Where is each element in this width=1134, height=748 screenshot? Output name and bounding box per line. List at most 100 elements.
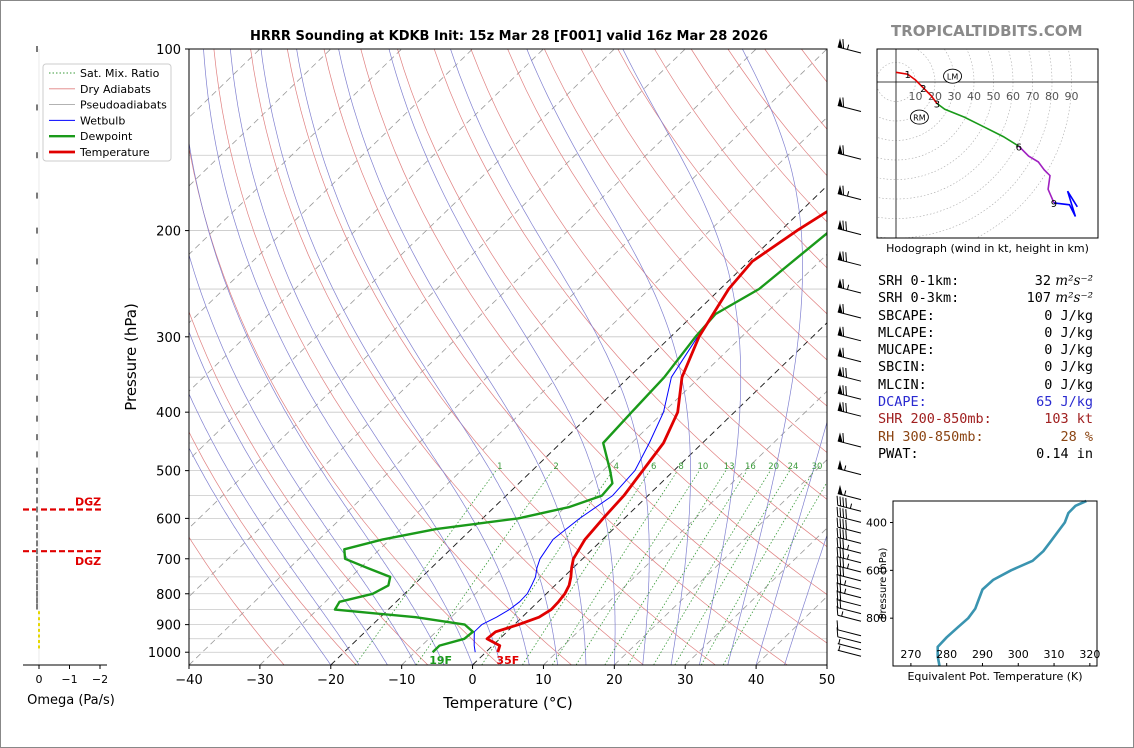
barb-full <box>845 530 847 540</box>
x-tick-label: 30 <box>677 673 694 688</box>
omega-bar <box>36 548 38 555</box>
barb-full <box>845 402 847 413</box>
mix-ratio-label: 24 <box>788 462 799 472</box>
zero-isotherm <box>472 322 827 665</box>
barb-half <box>838 645 841 651</box>
omega-bar <box>36 577 38 584</box>
parameter-label: PWAT: <box>878 445 919 462</box>
x-tick-label: −20 <box>317 673 344 688</box>
parameter-label: SHR 200-850mb: <box>878 411 992 428</box>
y-tick-label: 200 <box>156 225 181 240</box>
barb-staff <box>837 565 862 573</box>
barb-full <box>842 220 845 231</box>
y-tick-label: 400 <box>156 406 181 421</box>
theta-e-xtick-label: 270 <box>900 648 921 661</box>
x-tick-label: 50 <box>819 673 836 688</box>
hodo-trace <box>1018 145 1055 204</box>
barb-full <box>836 537 839 548</box>
legend: Sat. Mix. Ratio Dry Adiabats Pseudoadiabat… <box>42 63 172 162</box>
legend-label: Dewpoint <box>80 130 133 143</box>
y-tick-label: 700 <box>156 553 181 568</box>
mix-ratio-label: 8 <box>678 462 683 472</box>
barb-staff <box>837 636 862 644</box>
isotherm <box>189 49 686 529</box>
hodo-ring-label: 60 <box>1006 90 1020 103</box>
barb-flag <box>837 144 843 155</box>
parameter-label: SRH 0-3km: <box>878 290 960 307</box>
barb-full <box>839 566 842 576</box>
mix-ratio-line <box>674 470 791 665</box>
legend-label: Wetbulb <box>80 114 125 127</box>
hodo-marker <box>909 109 929 125</box>
surface-temperature-label: 35F <box>496 654 519 667</box>
barb-full <box>842 326 845 337</box>
mix-ratio-line <box>722 481 827 665</box>
moist-adiabat <box>338 49 587 665</box>
parameter-row: MLCAPE: 0 J/kg <box>878 325 1093 342</box>
barb-flag <box>837 401 843 412</box>
barb-full <box>836 495 839 506</box>
dry-adiabat <box>189 431 357 665</box>
theta-e-xtick-label: 280 <box>936 648 957 661</box>
hodo-height-label: 3 <box>934 99 940 110</box>
omega-bar <box>36 532 38 539</box>
wind-barb <box>837 326 862 342</box>
mix-ratio-label: 13 <box>724 462 735 472</box>
parameter-row: SRH 0-1km: 32 m²s⁻² <box>878 273 1093 290</box>
barb-half <box>846 44 850 50</box>
barb-full <box>842 279 845 289</box>
omega-bar <box>36 415 38 422</box>
wind-barb <box>836 495 862 512</box>
barb-staff <box>837 374 862 382</box>
moist-adiabat <box>189 140 445 665</box>
barb-flag <box>837 219 843 230</box>
parameter-number: 0 J/kg <box>1044 324 1093 341</box>
hodo-ring-label: 50 <box>987 90 1001 103</box>
barb-full <box>839 538 842 549</box>
barb-full <box>836 506 839 517</box>
y-axis-label: Pressure (hPa) <box>122 303 140 411</box>
y-tick-label: 900 <box>156 619 181 634</box>
hodo-height-label: 6 <box>1016 142 1022 153</box>
legend-label: Pseudoadiabats <box>80 99 167 112</box>
omega-bar <box>36 563 38 570</box>
dgz-label: DGZ <box>75 496 101 509</box>
barb-full <box>842 39 845 49</box>
mix-ratio-line <box>627 470 748 665</box>
barb-full <box>842 185 845 196</box>
hodo-ring-label: 40 <box>967 90 981 103</box>
barb-staff <box>837 193 862 201</box>
barb-half <box>844 588 847 594</box>
parameter-number: 103 kt <box>1044 411 1093 428</box>
moist-adiabat <box>784 534 827 665</box>
omega-bar <box>36 584 38 591</box>
wind-barb <box>837 484 862 501</box>
dry-adiabat <box>189 310 429 665</box>
omega-axis-label: Omega (Pa/s) <box>27 693 115 708</box>
barb-flag <box>837 432 843 443</box>
parameter-label: MLCIN: <box>878 376 927 393</box>
omega-bar <box>36 374 38 381</box>
wind-barb <box>836 573 862 590</box>
theta-e-ytick-label: 800 <box>866 612 887 625</box>
mix-ratio-line <box>653 470 771 665</box>
parameter-label: MUCAPE: <box>878 342 935 359</box>
omega-bar <box>36 286 38 293</box>
parameter-value: 0 J/kg <box>1044 359 1093 376</box>
barb-staff <box>837 526 862 534</box>
hodo-height-label: 2 <box>920 84 926 95</box>
moist-adiabat <box>388 49 616 665</box>
wind-barb <box>836 565 862 582</box>
dgz-label: DGZ <box>75 555 101 568</box>
barb-full <box>839 548 842 558</box>
moist-adiabat <box>727 49 803 665</box>
chart-title: HRRR Sounding at KDKB Init: 15z Mar 28 [… <box>250 29 768 44</box>
barb-staff <box>837 46 862 54</box>
barb-full <box>845 498 847 508</box>
omega-bar <box>36 487 38 494</box>
wind-barb <box>836 537 862 554</box>
barb-full <box>836 620 839 630</box>
barb-flag <box>837 366 843 377</box>
barb-full <box>839 496 842 507</box>
mix-ratio-label: 10 <box>697 462 708 472</box>
